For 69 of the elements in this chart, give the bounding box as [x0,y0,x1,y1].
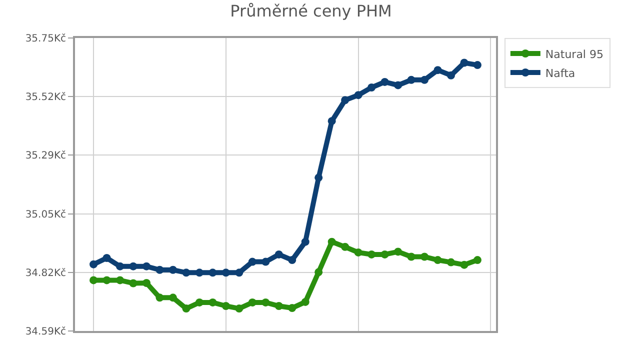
point [248,298,256,306]
point [314,268,323,276]
point [446,71,455,80]
point [90,260,98,268]
point [420,252,429,261]
point [208,298,217,306]
point [222,268,230,277]
point [380,250,389,258]
point [446,258,455,266]
y-tick-label: 35.75Kč [25,34,66,44]
point [420,76,429,84]
point [288,304,296,312]
point [341,242,350,251]
point [394,81,402,90]
point [195,298,204,306]
point [301,238,310,246]
point [460,260,468,269]
point [156,294,164,302]
point [235,304,244,313]
point [407,252,416,261]
point [341,96,350,104]
chart-title: Průměrné ceny PHM [230,1,392,20]
y-tick-label: 35.52Kč [25,92,66,104]
point [328,117,336,126]
point [182,304,190,313]
point [274,302,283,310]
point [116,262,124,270]
point [102,254,111,262]
point [368,250,376,258]
point [407,76,416,84]
y-tick-label: 35.05Kč [25,209,66,220]
point [222,302,230,310]
point [314,174,323,182]
point [274,250,283,258]
point [262,298,270,306]
point [90,276,98,284]
point [195,268,204,277]
point [208,268,217,277]
point [328,238,336,246]
point [354,91,362,100]
point [473,61,482,70]
y-tick-label: 35.29Kč [25,150,66,162]
point [434,66,442,74]
point [156,266,164,274]
y-tick-label: 34.82Kč [25,268,66,279]
point [129,262,138,270]
legend-label: Natural 95 [545,48,604,61]
point [473,256,482,264]
point [434,256,442,264]
point [301,298,310,306]
point [235,268,244,277]
point [102,276,111,284]
point [262,258,270,266]
point [368,84,376,92]
point [182,268,190,277]
point [354,248,362,256]
point [168,266,177,274]
point [380,78,389,86]
point [460,58,468,67]
point [129,279,138,288]
point [288,256,296,264]
point [142,279,150,288]
y-tick-label: 34.59Kč [25,326,66,338]
legend-label: Nafta [545,66,576,80]
point [116,276,124,284]
point [168,294,177,302]
point [394,248,402,256]
point [248,258,256,266]
point [142,262,150,270]
